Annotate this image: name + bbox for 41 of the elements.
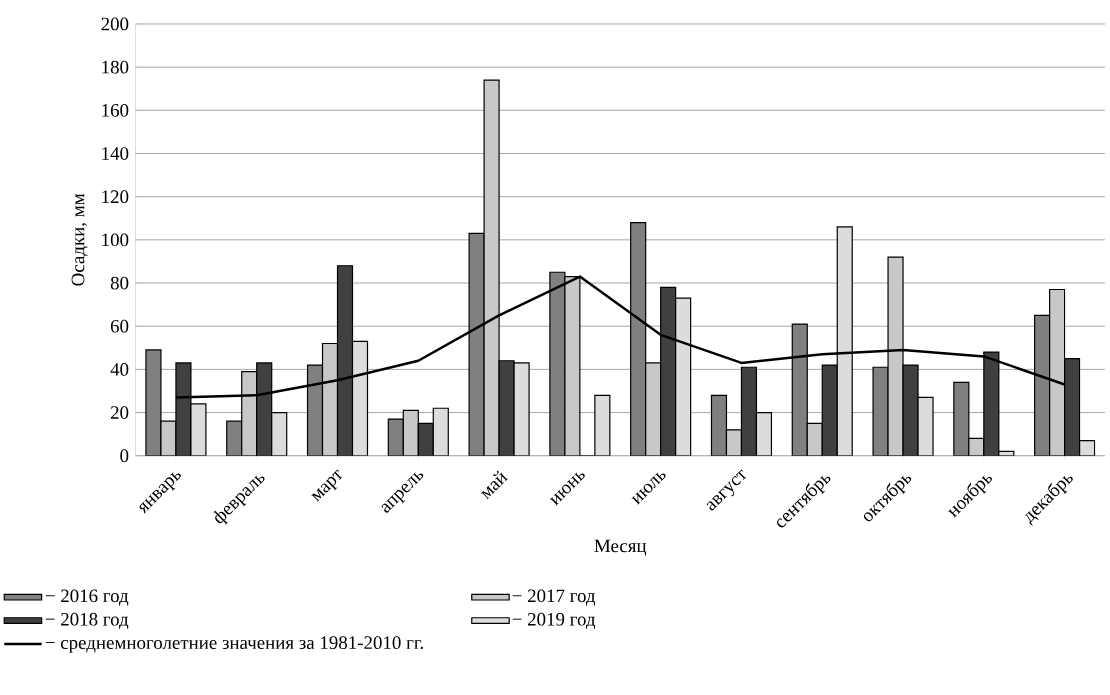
y-tick-label: 0: [120, 449, 129, 463]
bar: [402, 409, 419, 456]
bar: [791, 323, 808, 456]
bar: [821, 364, 838, 456]
x-tick-label: май: [480, 470, 508, 500]
legend-label: − 2018 год: [45, 613, 129, 630]
bar: [710, 394, 728, 456]
bar: [630, 222, 647, 456]
bar: [660, 286, 677, 456]
y-tick-label: 60: [110, 320, 129, 333]
y-tick-label: 80: [110, 276, 129, 290]
y-tick-label: 160: [102, 104, 129, 117]
bar: [1049, 289, 1066, 456]
y-tick-label: 40: [110, 363, 129, 376]
legend-label: − 2016 год: [45, 589, 129, 606]
legend-label: − 2019 год: [512, 613, 596, 630]
x-axis-title: Месяц: [594, 539, 647, 556]
bar: [725, 429, 743, 456]
bar: [836, 226, 853, 456]
bar: [755, 412, 773, 456]
bar: [645, 362, 662, 456]
y-tick-label: 120: [102, 190, 129, 204]
bar: [953, 381, 970, 456]
y-tick-label: 140: [102, 147, 129, 161]
bar: [321, 343, 339, 456]
bar: [675, 297, 692, 456]
bar: [983, 351, 1000, 456]
y-tick-label: 200: [101, 17, 129, 31]
bar: [1064, 358, 1081, 456]
y-tick-label: 100: [102, 233, 129, 247]
bar: [336, 265, 354, 456]
y-axis-title: Осадки, мм: [71, 193, 88, 286]
bar: [351, 340, 369, 456]
bar: [1034, 315, 1051, 456]
legend-label: − среднемноголетние значения за 1981-2010 гг.: [45, 636, 423, 654]
y-tick-label: 20: [110, 406, 129, 420]
y-tick-label: 180: [102, 60, 129, 74]
legend-label: − 2017 год: [512, 589, 596, 606]
bar: [432, 407, 449, 456]
bar: [740, 366, 758, 456]
bar: [271, 412, 288, 456]
